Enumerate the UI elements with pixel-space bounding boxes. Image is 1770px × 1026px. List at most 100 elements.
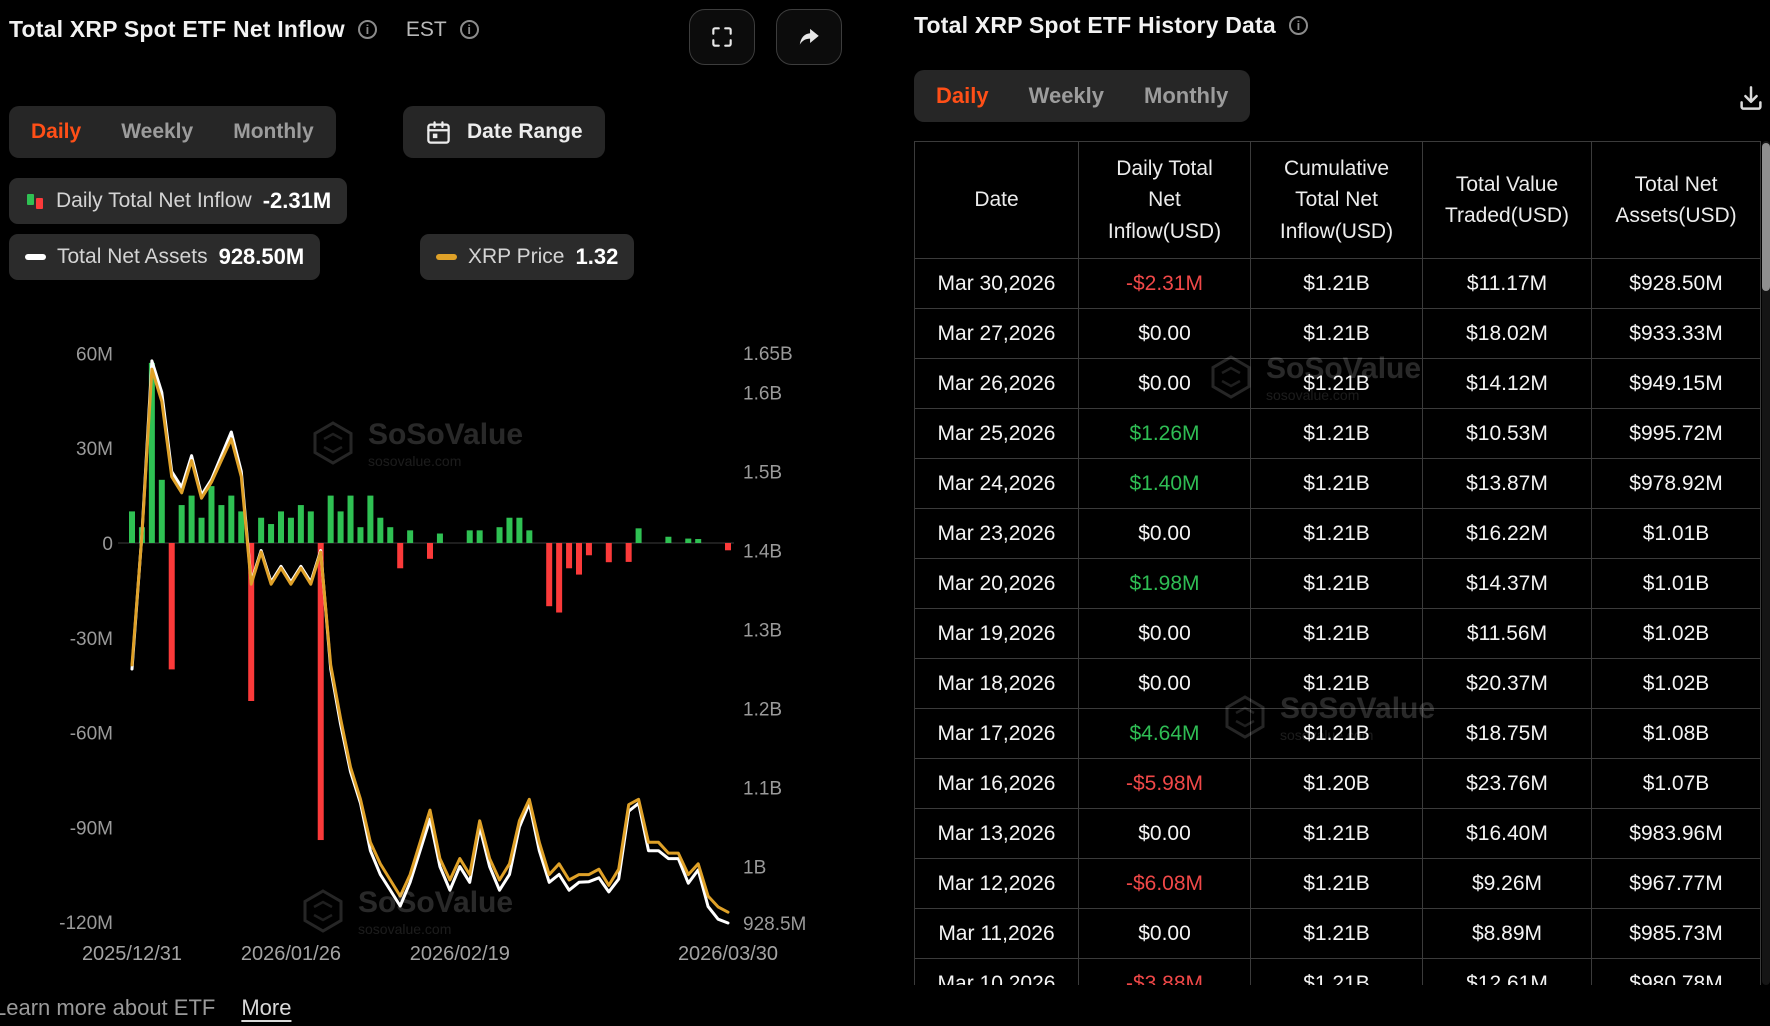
- cell-daily-net-inflow: $0.00: [1078, 658, 1251, 709]
- cell-date: Mar 12,2026: [914, 858, 1079, 909]
- svg-text:1.2B: 1.2B: [743, 700, 782, 721]
- legend-label: Daily Total Net Inflow: [56, 189, 252, 212]
- cell-total-net-assets: $1.08B: [1591, 708, 1761, 759]
- column-header: Daily Total Net Inflow(USD): [1078, 141, 1251, 259]
- cell-total-net-assets: $1.01B: [1591, 508, 1761, 559]
- svg-text:-60M: -60M: [70, 724, 113, 745]
- cell-daily-net-inflow: $1.26M: [1078, 408, 1251, 459]
- cell-total-value-traded: $20.37M: [1422, 658, 1592, 709]
- cell-total-value-traded: $12.61M: [1422, 958, 1592, 985]
- cell-total-value-traded: $9.26M: [1422, 858, 1592, 909]
- cell-daily-net-inflow: $0.00: [1078, 908, 1251, 959]
- svg-text:-30M: -30M: [70, 629, 113, 650]
- cell-cumulative-net-inflow: $1.21B: [1250, 358, 1423, 409]
- table-row: Mar 16,2026 -$5.98M $1.20B $23.76M $1.07B: [914, 758, 1761, 809]
- cell-cumulative-net-inflow: $1.21B: [1250, 558, 1423, 609]
- table-row: Mar 10,2026 -$3.88M $1.21B $12.61M $980.78M: [914, 958, 1761, 985]
- cell-total-value-traded: $23.76M: [1422, 758, 1592, 809]
- more-link[interactable]: More: [241, 995, 292, 1020]
- info-icon[interactable]: i: [459, 20, 479, 39]
- gold-line-legend-icon: [436, 254, 457, 260]
- download-button[interactable]: [1729, 76, 1770, 120]
- cell-total-net-assets: $995.72M: [1591, 408, 1761, 459]
- cell-daily-net-inflow: $0.00: [1078, 608, 1251, 659]
- cell-cumulative-net-inflow: $1.21B: [1250, 808, 1423, 859]
- cell-total-value-traded: $18.75M: [1422, 708, 1592, 759]
- net-inflow-bars: [129, 362, 731, 841]
- cell-daily-net-inflow: $0.00: [1078, 308, 1251, 359]
- svg-text:1.5B: 1.5B: [743, 463, 782, 484]
- svg-text:0: 0: [102, 534, 113, 555]
- column-header: Total Value Traded(USD): [1422, 141, 1592, 259]
- cell-total-value-traded: $10.53M: [1422, 408, 1592, 459]
- cell-total-value-traded: $14.37M: [1422, 558, 1592, 609]
- date-range-button[interactable]: Date Range: [403, 106, 605, 158]
- chart-tab-monthly[interactable]: Monthly: [233, 120, 314, 143]
- table-row: Mar 18,2026 $0.00 $1.21B $20.37M $1.02B: [914, 658, 1761, 709]
- table-row: Mar 26,2026 $0.00 $1.21B $14.12M $949.15M: [914, 358, 1761, 409]
- chart-title: Total XRP Spot ETF Net Inflow: [9, 16, 345, 42]
- svg-text:-90M: -90M: [70, 818, 113, 839]
- table-row: Mar 27,2026 $0.00 $1.21B $18.02M $933.33M: [914, 308, 1761, 359]
- legend-value: -2.31M: [262, 188, 332, 213]
- cell-date: Mar 17,2026: [914, 708, 1079, 759]
- legend-total-net-assets[interactable]: Total Net Assets 928.50M: [9, 234, 321, 280]
- xrp-price-line: [130, 367, 730, 914]
- cell-daily-net-inflow: $0.00: [1078, 808, 1251, 859]
- legend-value: 1.32: [575, 244, 619, 269]
- legend-daily-net-inflow[interactable]: Daily Total Net Inflow -2.31M: [9, 178, 348, 224]
- cell-cumulative-net-inflow: $1.21B: [1250, 408, 1423, 459]
- net-inflow-chart[interactable]: 60M 30M 0 -30M -60M -90M -120M 1.65B 1.6B 1.5B 1.4…: [0, 300, 900, 980]
- cell-daily-net-inflow: $1.98M: [1078, 558, 1251, 609]
- cell-daily-net-inflow: -$5.98M: [1078, 758, 1251, 809]
- history-tab-weekly[interactable]: Weekly: [1028, 83, 1105, 108]
- svg-text:1.3B: 1.3B: [743, 621, 782, 642]
- calendar-icon: [427, 120, 450, 144]
- total-net-assets-line: [130, 359, 730, 925]
- cell-total-value-traded: $16.40M: [1422, 808, 1592, 859]
- cell-date: Mar 20,2026: [914, 558, 1079, 609]
- table-row: Mar 17,2026 $4.64M $1.21B $18.75M $1.08B: [914, 708, 1761, 759]
- table-scrollbar-thumb[interactable]: [1762, 143, 1770, 291]
- svg-text:2026/01/26: 2026/01/26: [241, 943, 341, 965]
- cell-total-net-assets: $928.50M: [1591, 258, 1761, 309]
- cell-total-net-assets: $980.78M: [1591, 958, 1761, 985]
- column-header: Date: [914, 141, 1079, 259]
- table-row: Mar 30,2026 -$2.31M $1.21B $11.17M $928.50M: [914, 258, 1761, 309]
- cell-date: Mar 30,2026: [914, 258, 1079, 309]
- cell-date: Mar 25,2026: [914, 408, 1079, 459]
- cell-total-net-assets: $1.02B: [1591, 608, 1761, 659]
- legend-value: 928.50M: [218, 244, 305, 269]
- history-tab-daily[interactable]: Daily: [936, 83, 989, 108]
- cell-daily-net-inflow: -$3.88M: [1078, 958, 1251, 985]
- cell-date: Mar 24,2026: [914, 458, 1079, 509]
- cell-total-value-traded: $18.02M: [1422, 308, 1592, 359]
- cell-cumulative-net-inflow: $1.21B: [1250, 458, 1423, 509]
- chart-tab-weekly[interactable]: Weekly: [121, 120, 194, 143]
- est-label: EST: [405, 17, 447, 41]
- cell-daily-net-inflow: $0.00: [1078, 508, 1251, 559]
- svg-text:1B: 1B: [743, 858, 766, 879]
- history-title: Total XRP Spot ETF History Data: [914, 12, 1276, 38]
- fullscreen-button[interactable]: [689, 9, 755, 65]
- cell-cumulative-net-inflow: $1.21B: [1250, 258, 1423, 309]
- chart-tab-daily[interactable]: Daily: [31, 120, 82, 143]
- bars-legend-icon: [27, 194, 43, 209]
- legend-xrp-price[interactable]: XRP Price 1.32: [420, 234, 635, 280]
- chart-panel-header: Total XRP Spot ETF Net Inflow i EST i: [9, 16, 479, 43]
- chart-period-tabs: Daily Weekly Monthly: [9, 106, 336, 158]
- info-icon[interactable]: i: [357, 20, 377, 39]
- cell-total-net-assets: $967.77M: [1591, 858, 1761, 909]
- cell-date: Mar 13,2026: [914, 808, 1079, 859]
- cell-total-net-assets: $983.96M: [1591, 808, 1761, 859]
- share-button[interactable]: [776, 9, 842, 65]
- cell-date: Mar 23,2026: [914, 508, 1079, 559]
- left-axis-labels: 60M 30M 0 -30M -60M -90M -120M: [59, 344, 113, 934]
- svg-text:2025/12/31: 2025/12/31: [82, 943, 182, 965]
- info-icon[interactable]: i: [1288, 16, 1308, 35]
- table-scrollbar-track[interactable]: [1762, 141, 1770, 985]
- cell-total-value-traded: $13.87M: [1422, 458, 1592, 509]
- svg-text:1.1B: 1.1B: [743, 779, 782, 800]
- history-panel-header: Total XRP Spot ETF History Data i: [914, 12, 1308, 39]
- history-tab-monthly[interactable]: Monthly: [1144, 83, 1229, 108]
